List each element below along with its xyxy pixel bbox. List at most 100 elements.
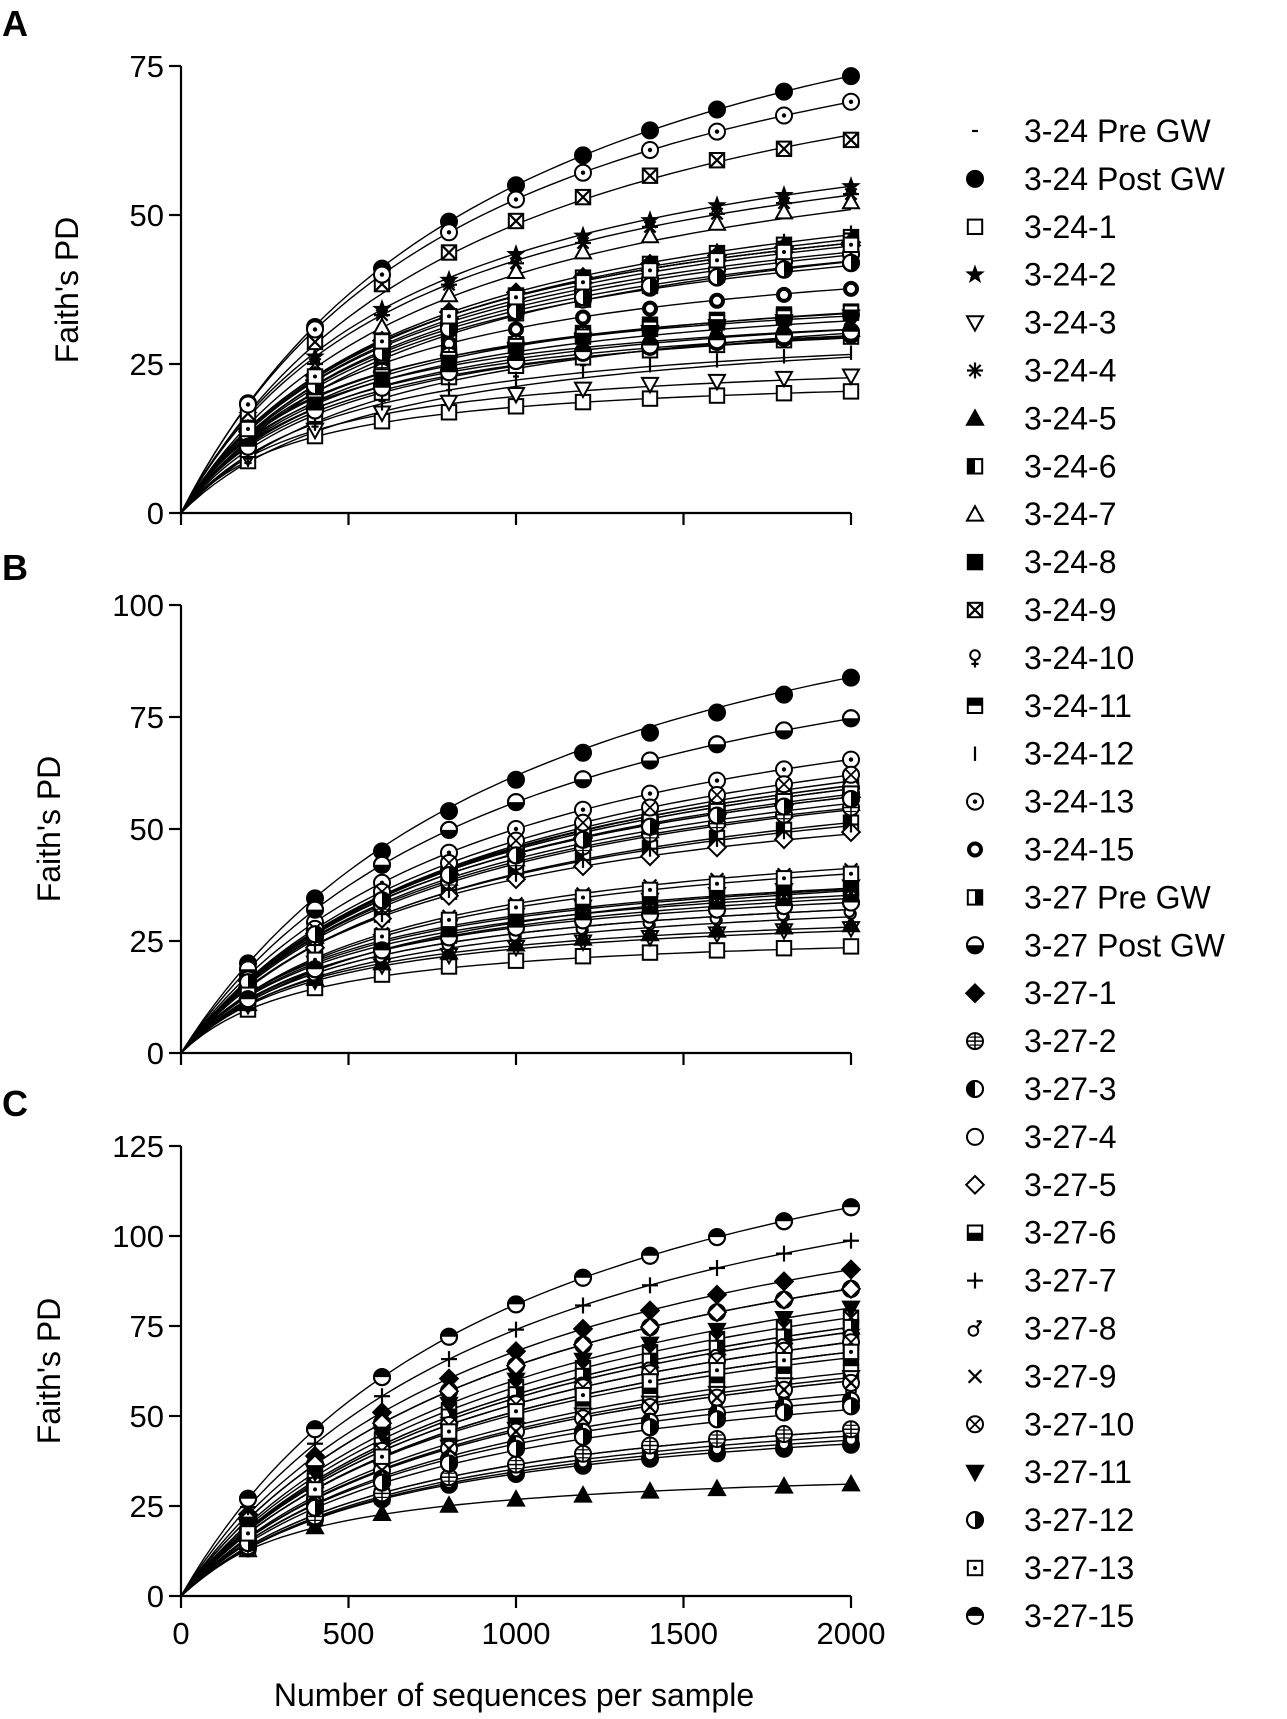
data-point-3-27-11 bbox=[439, 354, 459, 373]
data-point-3-27-12 bbox=[641, 276, 659, 295]
data-point-3-27-post-gw bbox=[708, 735, 726, 754]
data-point-3-27-11 bbox=[774, 1311, 794, 1329]
data-point-3-27-5 bbox=[773, 829, 795, 850]
data-point-3-27-12 bbox=[574, 288, 592, 307]
data-point-3-27-11 bbox=[372, 1426, 392, 1445]
data-point-3-27-13 bbox=[507, 899, 525, 916]
legend-label: 3-27-2 bbox=[1024, 1023, 1117, 1059]
data-point-3-27-15 bbox=[507, 352, 525, 370]
data-point-3-24-7 bbox=[439, 284, 459, 303]
data-point-3-27-15 bbox=[373, 378, 391, 397]
data-point-3-27-13 bbox=[842, 236, 860, 254]
panel-letter-b: B bbox=[2, 547, 28, 588]
data-point-3-24-7 bbox=[774, 201, 794, 220]
data-point-3-27-13 bbox=[373, 1448, 391, 1465]
data-point-3-27-12 bbox=[775, 260, 793, 279]
data-point-3-27-2 bbox=[507, 1455, 525, 1474]
legend-marker-3-24-10 bbox=[969, 649, 981, 668]
data-point-3-27-10 bbox=[708, 786, 726, 804]
data-point-3-24-3 bbox=[841, 368, 861, 386]
panel-a-chart: 0 25 50 75 Faith's PD bbox=[49, 49, 862, 531]
data-point-3-27-15 bbox=[775, 326, 793, 345]
data-point-3-27-11 bbox=[573, 332, 593, 351]
data-point-3-27-1 bbox=[773, 1271, 795, 1292]
legend-label: 3-27 Post GW bbox=[1024, 927, 1226, 963]
legend-marker-3-27-5 bbox=[964, 1174, 986, 1196]
legend-label: 3-27-5 bbox=[1024, 1167, 1117, 1203]
data-point-3-27-9 bbox=[776, 1382, 792, 1397]
legend-marker-3-24-3 bbox=[965, 315, 985, 333]
y-tick-label: 50 bbox=[130, 1399, 164, 1434]
data-point-3-27-9 bbox=[575, 1411, 591, 1426]
data-point-3-27-post-gw bbox=[641, 751, 659, 770]
data-point-3-27-9 bbox=[374, 1463, 390, 1478]
data-point-3-24-13 bbox=[641, 141, 659, 159]
data-point-3-24-1 bbox=[641, 944, 659, 961]
data-point-3-27-15 bbox=[641, 1246, 659, 1265]
data-point-3-27-15 bbox=[641, 905, 659, 924]
data-point-3-24-9 bbox=[775, 140, 793, 158]
data-point-3-27-13 bbox=[574, 889, 592, 906]
data-point-3-27-11 bbox=[640, 324, 660, 343]
data-point-3-24-13 bbox=[775, 760, 793, 779]
legend-marker-3-27-1 bbox=[964, 982, 986, 1004]
data-point-3-27-2 bbox=[708, 1430, 726, 1448]
data-point-3-27-13 bbox=[507, 289, 525, 306]
data-point-3-24-13 bbox=[842, 92, 860, 111]
y-tick-label: 50 bbox=[130, 812, 164, 847]
data-point-3-27-7 bbox=[776, 823, 792, 840]
legend-label: 3-24 Pre GW bbox=[1024, 113, 1212, 149]
data-point-3-24-15 bbox=[776, 286, 792, 303]
data-point-3-24-post-gw bbox=[775, 82, 793, 101]
legend-label: 3-24-6 bbox=[1024, 448, 1117, 484]
data-point-3-27-13 bbox=[373, 928, 391, 945]
x-axis-title: Number of sequences per sample bbox=[274, 1677, 754, 1713]
legend-label: 3-24 Post GW bbox=[1024, 161, 1226, 197]
data-point-3-24-9 bbox=[440, 244, 458, 261]
data-point-3-24-post-gw bbox=[641, 723, 659, 742]
data-point-3-27-post-gw bbox=[775, 721, 793, 740]
legend-marker-3-24-11 bbox=[966, 697, 984, 714]
data-point-3-27-7 bbox=[508, 865, 524, 882]
y-tick-label: 0 bbox=[147, 1579, 164, 1614]
data-point-3-27-9 bbox=[843, 1375, 859, 1391]
data-point-3-27-11 bbox=[640, 1336, 660, 1355]
data-point-3-27-7 bbox=[843, 1232, 859, 1249]
data-point-3-27-post-gw bbox=[373, 855, 391, 874]
data-point-3-27-13 bbox=[239, 1525, 257, 1542]
data-point-3-24-9 bbox=[641, 167, 659, 184]
data-point-3-27-12 bbox=[574, 830, 592, 849]
y-tick-label: 0 bbox=[147, 1036, 164, 1071]
data-point-3-27-7 bbox=[441, 881, 457, 898]
data-point-3-24-3 bbox=[774, 370, 794, 389]
data-point-3-27-15 bbox=[373, 1368, 391, 1387]
x-tick-label: 500 bbox=[323, 1616, 375, 1651]
y-tick-label: 0 bbox=[147, 496, 164, 531]
data-point-3-24-15 bbox=[642, 300, 658, 317]
data-point-3-24-13 bbox=[574, 163, 592, 182]
data-point-3-27-13 bbox=[775, 243, 793, 261]
data-point-3-27-5 bbox=[773, 1289, 795, 1310]
data-point-3-24-9 bbox=[507, 212, 525, 230]
data-point-3-27-12 bbox=[440, 1454, 458, 1473]
data-point-3-24-13 bbox=[373, 265, 391, 284]
data-point-3-24-3 bbox=[573, 381, 593, 400]
data-point-3-24-5 bbox=[372, 1503, 392, 1521]
data-point-3-27-11 bbox=[506, 1372, 526, 1391]
data-point-3-27-5 bbox=[706, 837, 728, 858]
legend-marker-3-27-8 bbox=[967, 1320, 983, 1337]
data-point-3-24-5 bbox=[841, 1473, 861, 1492]
y-tick-label: 75 bbox=[130, 1309, 164, 1344]
data-point-3-27-1 bbox=[706, 1284, 728, 1305]
data-point-3-27-12 bbox=[306, 925, 324, 944]
legend-label: 3-27-1 bbox=[1024, 975, 1117, 1011]
data-point-3-27-15 bbox=[239, 1489, 257, 1508]
y-tick-label: 75 bbox=[130, 49, 164, 84]
legend-marker-3-27-12 bbox=[966, 1511, 984, 1530]
data-point-3-27-11 bbox=[238, 1516, 258, 1535]
panel-b-chart: 0 25 50 75 100 Faith's PD bbox=[31, 588, 862, 1071]
data-point-3-24-post-gw bbox=[641, 121, 659, 140]
data-point-3-27-13 bbox=[641, 262, 659, 279]
legend-marker-3-24-4 bbox=[967, 362, 983, 379]
data-point-3-24-1 bbox=[775, 940, 793, 957]
